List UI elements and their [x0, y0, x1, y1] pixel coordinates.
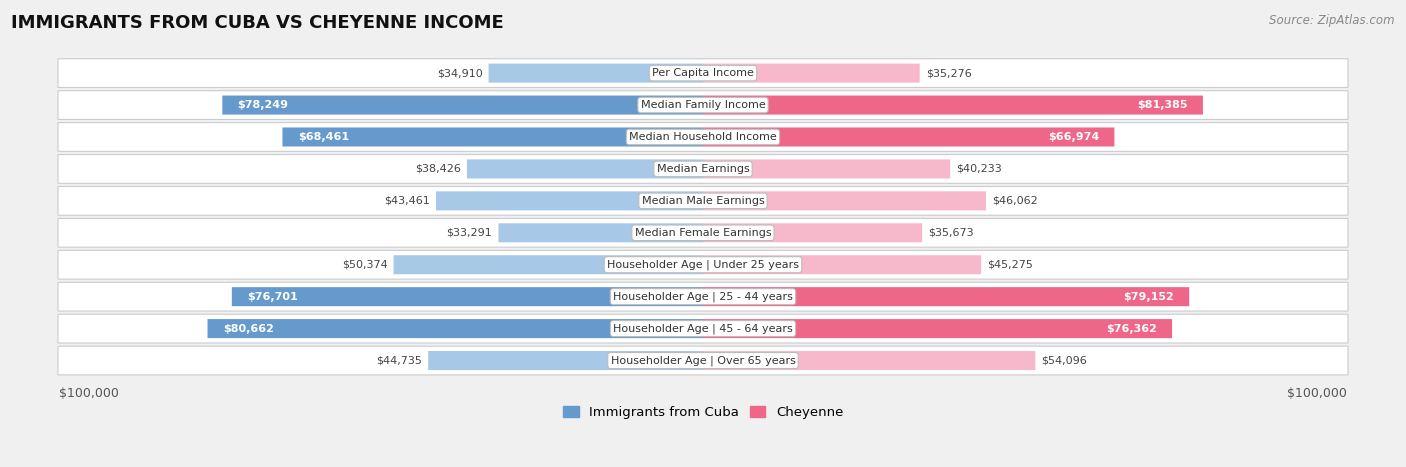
FancyBboxPatch shape [429, 351, 703, 370]
FancyBboxPatch shape [703, 255, 981, 274]
FancyBboxPatch shape [58, 219, 1348, 247]
Text: $34,910: $34,910 [437, 68, 482, 78]
Text: $33,291: $33,291 [447, 228, 492, 238]
FancyBboxPatch shape [436, 191, 703, 210]
FancyBboxPatch shape [703, 223, 922, 242]
FancyBboxPatch shape [208, 319, 703, 338]
FancyBboxPatch shape [394, 255, 703, 274]
FancyBboxPatch shape [58, 91, 1348, 120]
FancyBboxPatch shape [703, 319, 1173, 338]
Text: $54,096: $54,096 [1042, 355, 1087, 366]
FancyBboxPatch shape [467, 159, 703, 178]
FancyBboxPatch shape [703, 191, 986, 210]
Text: $35,673: $35,673 [928, 228, 974, 238]
FancyBboxPatch shape [58, 346, 1348, 375]
Text: $35,276: $35,276 [925, 68, 972, 78]
FancyBboxPatch shape [58, 250, 1348, 279]
FancyBboxPatch shape [222, 96, 703, 114]
Text: $45,275: $45,275 [987, 260, 1033, 270]
FancyBboxPatch shape [703, 64, 920, 83]
Text: $81,385: $81,385 [1137, 100, 1188, 110]
Text: $68,461: $68,461 [298, 132, 349, 142]
Text: $76,362: $76,362 [1107, 324, 1157, 333]
Text: Median Family Income: Median Family Income [641, 100, 765, 110]
FancyBboxPatch shape [703, 127, 1115, 147]
Text: $43,461: $43,461 [384, 196, 430, 206]
FancyBboxPatch shape [703, 351, 1035, 370]
Text: $40,233: $40,233 [956, 164, 1002, 174]
Text: $79,152: $79,152 [1123, 292, 1174, 302]
Text: $66,974: $66,974 [1047, 132, 1099, 142]
FancyBboxPatch shape [58, 123, 1348, 151]
Text: $44,735: $44,735 [377, 355, 422, 366]
Legend: Immigrants from Cuba, Cheyenne: Immigrants from Cuba, Cheyenne [557, 401, 849, 424]
Text: Median Earnings: Median Earnings [657, 164, 749, 174]
FancyBboxPatch shape [58, 59, 1348, 87]
FancyBboxPatch shape [499, 223, 703, 242]
FancyBboxPatch shape [58, 314, 1348, 343]
FancyBboxPatch shape [488, 64, 703, 83]
Text: $76,701: $76,701 [247, 292, 298, 302]
Text: $78,249: $78,249 [238, 100, 288, 110]
Text: Householder Age | 45 - 64 years: Householder Age | 45 - 64 years [613, 323, 793, 334]
FancyBboxPatch shape [703, 96, 1204, 114]
Text: IMMIGRANTS FROM CUBA VS CHEYENNE INCOME: IMMIGRANTS FROM CUBA VS CHEYENNE INCOME [11, 14, 503, 32]
Text: Householder Age | 25 - 44 years: Householder Age | 25 - 44 years [613, 291, 793, 302]
FancyBboxPatch shape [58, 283, 1348, 311]
Text: $46,062: $46,062 [993, 196, 1038, 206]
FancyBboxPatch shape [703, 159, 950, 178]
FancyBboxPatch shape [703, 287, 1189, 306]
FancyBboxPatch shape [283, 127, 703, 147]
Text: Per Capita Income: Per Capita Income [652, 68, 754, 78]
Text: Median Male Earnings: Median Male Earnings [641, 196, 765, 206]
Text: $50,374: $50,374 [342, 260, 388, 270]
Text: $38,426: $38,426 [415, 164, 461, 174]
Text: Householder Age | Under 25 years: Householder Age | Under 25 years [607, 260, 799, 270]
Text: Householder Age | Over 65 years: Householder Age | Over 65 years [610, 355, 796, 366]
FancyBboxPatch shape [58, 186, 1348, 215]
Text: Median Female Earnings: Median Female Earnings [634, 228, 772, 238]
Text: Median Household Income: Median Household Income [628, 132, 778, 142]
FancyBboxPatch shape [232, 287, 703, 306]
Text: $80,662: $80,662 [224, 324, 274, 333]
Text: Source: ZipAtlas.com: Source: ZipAtlas.com [1270, 14, 1395, 27]
FancyBboxPatch shape [58, 155, 1348, 184]
